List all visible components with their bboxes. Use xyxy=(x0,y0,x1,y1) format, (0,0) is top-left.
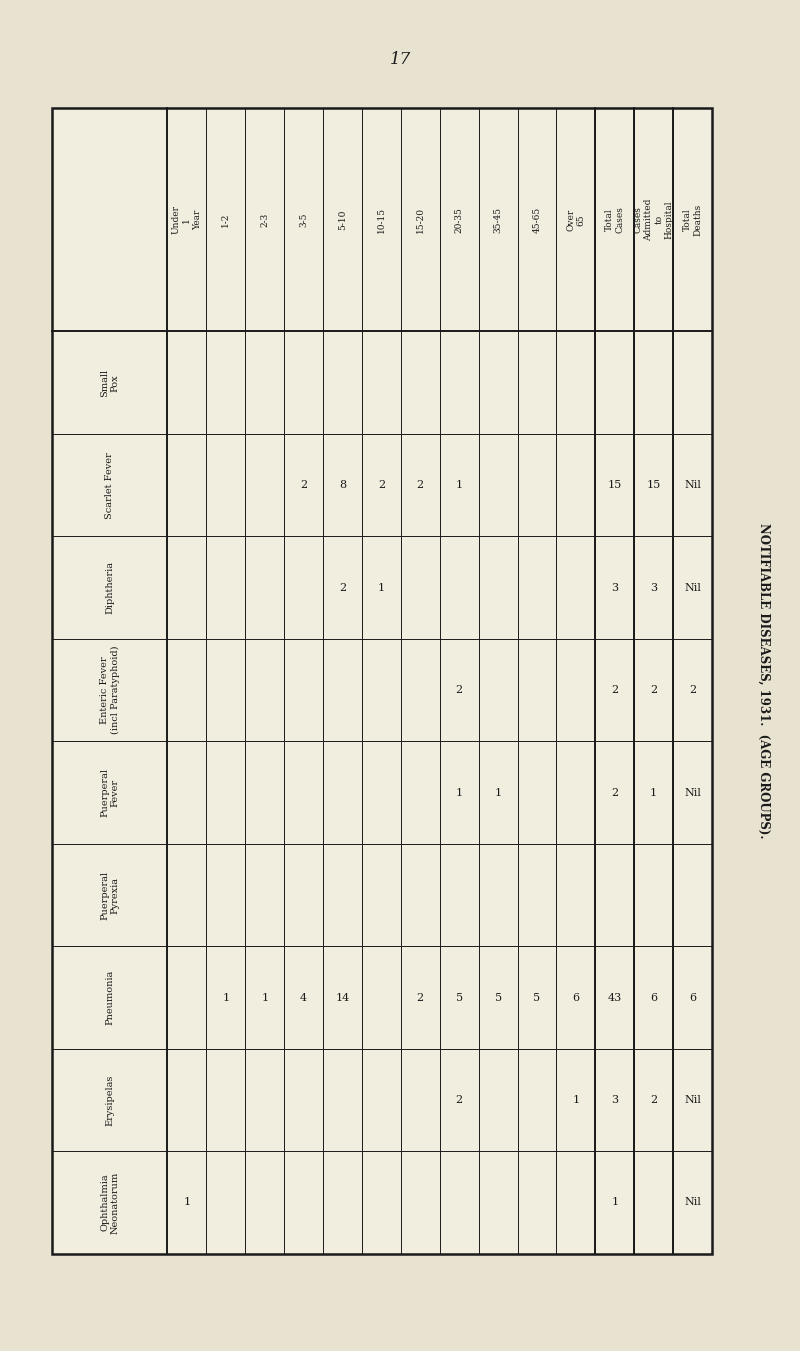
Text: 1: 1 xyxy=(650,788,658,797)
Text: 2-3: 2-3 xyxy=(260,212,270,227)
Text: 1: 1 xyxy=(456,480,462,490)
Text: 3: 3 xyxy=(611,1096,618,1105)
Text: Nil: Nil xyxy=(684,1197,701,1208)
Text: 1: 1 xyxy=(261,993,268,1002)
Text: 2: 2 xyxy=(650,685,658,696)
Text: 5-10: 5-10 xyxy=(338,209,347,230)
Text: 5: 5 xyxy=(534,993,541,1002)
Text: 1-2: 1-2 xyxy=(222,212,230,227)
Text: 2: 2 xyxy=(689,685,696,696)
Text: NOTIFIABLE DISEASES, 1931.  (AGE GROUPS).: NOTIFIABLE DISEASES, 1931. (AGE GROUPS). xyxy=(758,523,770,839)
Text: Nil: Nil xyxy=(684,480,701,490)
Text: Enteric Fever
(incl Paratyphoid): Enteric Fever (incl Paratyphoid) xyxy=(100,646,119,735)
Text: 1: 1 xyxy=(456,788,462,797)
Text: Puerperal
Fever: Puerperal Fever xyxy=(100,769,119,817)
Text: 2: 2 xyxy=(417,480,424,490)
Text: 6: 6 xyxy=(689,993,696,1002)
Text: 15: 15 xyxy=(646,480,661,490)
Text: 1: 1 xyxy=(572,1096,579,1105)
Text: 1: 1 xyxy=(378,582,385,593)
Text: Nil: Nil xyxy=(684,1096,701,1105)
Text: Diphtheria: Diphtheria xyxy=(106,561,114,615)
Text: Scarlet Fever: Scarlet Fever xyxy=(106,451,114,519)
Text: 1: 1 xyxy=(222,993,230,1002)
Text: 4: 4 xyxy=(300,993,307,1002)
Text: 45-65: 45-65 xyxy=(533,207,542,232)
Text: 2: 2 xyxy=(611,788,618,797)
Text: Nil: Nil xyxy=(684,582,701,593)
Text: 1: 1 xyxy=(611,1197,618,1208)
Text: 2: 2 xyxy=(300,480,307,490)
Text: 17: 17 xyxy=(390,51,410,69)
Text: 15-20: 15-20 xyxy=(416,207,425,232)
Text: Over
65: Over 65 xyxy=(566,208,586,231)
Text: 1: 1 xyxy=(183,1197,190,1208)
Text: 6: 6 xyxy=(572,993,579,1002)
Text: 2: 2 xyxy=(417,993,424,1002)
Text: 3-5: 3-5 xyxy=(299,212,308,227)
Text: 15: 15 xyxy=(608,480,622,490)
Text: 5: 5 xyxy=(494,993,502,1002)
Text: Under
1
Year: Under 1 Year xyxy=(172,205,202,234)
Text: 35-45: 35-45 xyxy=(494,207,502,232)
Text: Small
Pox: Small Pox xyxy=(100,369,119,397)
Text: 8: 8 xyxy=(339,480,346,490)
Text: 3: 3 xyxy=(650,582,658,593)
Text: 20-35: 20-35 xyxy=(454,207,464,232)
Text: 2: 2 xyxy=(456,1096,462,1105)
Text: 14: 14 xyxy=(335,993,350,1002)
Text: 3: 3 xyxy=(611,582,618,593)
Text: 5: 5 xyxy=(456,993,462,1002)
Text: 2: 2 xyxy=(339,582,346,593)
Text: Nil: Nil xyxy=(684,788,701,797)
Text: Total
Deaths: Total Deaths xyxy=(683,204,702,236)
Text: 2: 2 xyxy=(650,1096,658,1105)
Text: Pneumonia: Pneumonia xyxy=(106,970,114,1025)
Text: Cases
Admitted
to
Hospital: Cases Admitted to Hospital xyxy=(634,199,674,240)
Text: 1: 1 xyxy=(494,788,502,797)
Text: 6: 6 xyxy=(650,993,658,1002)
Text: 10-15: 10-15 xyxy=(377,207,386,232)
Text: 2: 2 xyxy=(611,685,618,696)
Text: Total
Cases: Total Cases xyxy=(605,207,625,234)
Text: Puerperal
Pyrexia: Puerperal Pyrexia xyxy=(100,870,119,920)
Text: Ophthalmia
Neonatorum: Ophthalmia Neonatorum xyxy=(100,1171,119,1233)
Text: 43: 43 xyxy=(608,993,622,1002)
Text: Erysipelas: Erysipelas xyxy=(106,1074,114,1125)
Text: 2: 2 xyxy=(456,685,462,696)
Text: 2: 2 xyxy=(378,480,385,490)
